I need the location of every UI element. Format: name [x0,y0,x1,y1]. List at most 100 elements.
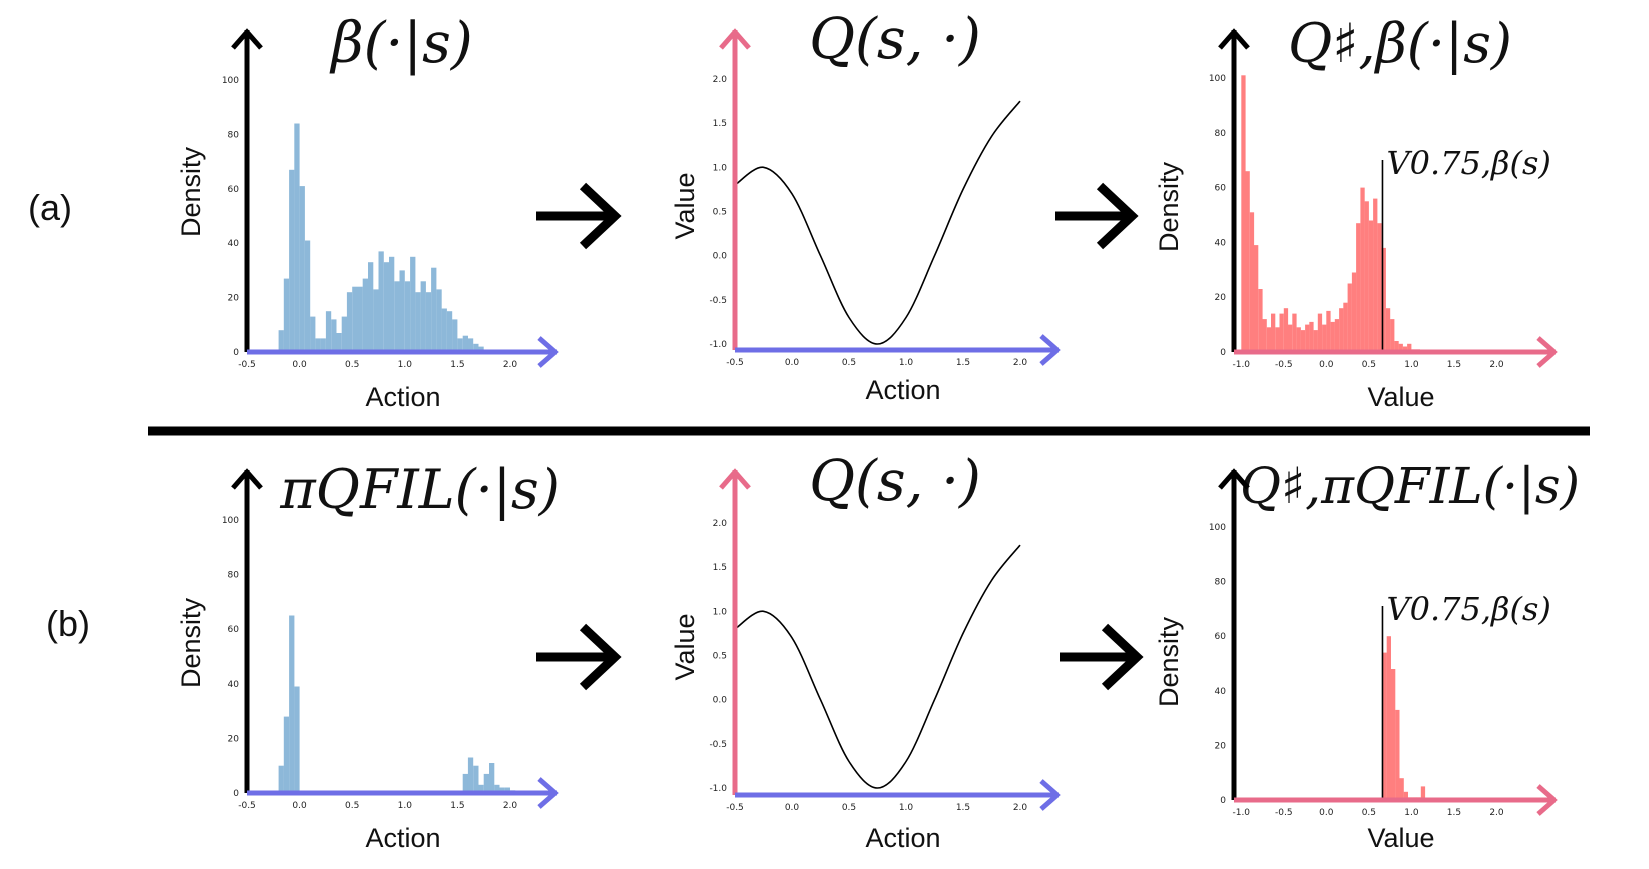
panel-a1-ylabel: Density [176,146,206,237]
x-tick-label: 0.0 [1319,808,1334,818]
hist-bar [1279,313,1284,352]
x-tick-label: 0.5 [345,360,359,370]
y-tick-label: -0.5 [709,740,727,750]
hist-bar [389,256,395,352]
hist-bar [1381,247,1386,352]
panel-a2-title: Q(s, ·) [809,7,981,72]
panel-a3-ylabel: Density [1154,161,1184,252]
y-tick-label: 0.0 [713,696,728,706]
hist-bar [1399,778,1404,800]
y-tick-label: 80 [1215,129,1227,139]
x-tick-label: 1.0 [1404,360,1419,370]
hist-bar [499,787,505,793]
hist-bar [446,311,453,352]
x-tick-label: 0.5 [1362,360,1376,370]
x-tick-label: 1.5 [956,803,970,813]
flow-arrow-a1 [536,182,622,250]
hist-bar [1334,319,1340,352]
row-label-b: (b) [46,603,90,644]
y-tick-label: 100 [1209,74,1226,84]
y-tick-label: 1.5 [713,563,727,573]
x-tick-label: 1.0 [899,358,914,368]
hist-bar [1386,636,1391,800]
x-tick-label: 0.0 [785,803,800,813]
panel-a3-title: Q♯,β(·|s) [1288,12,1512,75]
hist-bar [1395,709,1400,800]
hist-bar [278,765,284,793]
panel-b1-xlabel: Action [365,823,440,853]
q-value-curve [734,100,1021,345]
panel-a1-plot: -0.5 0.0 0.5 1.0 1.5 2.0 0 20 40 60 80 100 [222,28,559,370]
hist-bar [283,278,290,352]
x-tick-label: 0.5 [1362,808,1376,818]
x-axis-arrowhead [1039,334,1061,366]
y-tick-label: 40 [228,239,240,249]
hist-bar [336,333,342,352]
y-tick-label: 1.0 [713,163,728,173]
y-tick-label: 80 [228,571,240,581]
hist-bar [425,292,432,352]
hist-bar [1351,272,1357,352]
panel-a2-ylabel: Value [670,172,700,239]
x-tick-label: 2.0 [1013,358,1028,368]
x-tick-label: 1.5 [1447,360,1461,370]
y-tick-label: 100 [222,516,239,526]
hist-bar [1391,669,1396,800]
flow-arrow-b1 [536,623,622,691]
hist-bar [1403,791,1408,800]
hist-bar [1254,245,1259,352]
hist-bar [1275,327,1280,352]
y-tick-label: 0.5 [713,652,727,662]
hist-bar [299,186,305,352]
hist-bar [362,278,368,352]
y-tick-label: 40 [1215,687,1227,697]
panel-a2-xlabel: Action [865,375,940,405]
hist-bar [462,773,468,793]
hist-bar [1330,321,1335,352]
hist-bar [346,292,353,352]
hist-bar [278,330,284,352]
x-tick-label: 0.0 [1319,360,1334,370]
panel-b1-plot: -0.5 0.0 0.5 1.0 1.5 2.0 0 20 40 60 80 100 [222,468,559,811]
hist-bar [420,281,426,352]
quantile-label: V0.75,β(s) [1386,144,1550,182]
y-axis-arrowhead [719,468,751,490]
x-tick-label: 1.5 [956,358,970,368]
quantile-label: V0.75,β(s) [1386,590,1550,628]
hist-bar [1313,330,1318,352]
panel-a3-plot: V0.75,β(s) -1.0 -0.5 0.0 0.5 1.0 1.5 2.0 0 20 40 60… [1209,28,1558,370]
hist-bar [394,281,400,352]
x-tick-label: -1.0 [1232,360,1250,370]
y-tick-label: 0 [1220,796,1226,806]
hist-bar [1241,75,1246,353]
y-tick-label: 80 [1215,578,1227,588]
y-tick-label: 60 [1215,184,1227,194]
hist-bar [494,784,500,793]
y-tick-label: 80 [228,130,240,140]
hist-bar [1347,283,1352,352]
hist-bar [1385,308,1391,352]
x-tick-label: 2.0 [1489,360,1504,370]
panel-b3-title: Q♯,πQFIL(·|s) [1240,457,1580,515]
hist-bar [399,270,405,352]
y-tick-label: 40 [228,680,240,690]
y-tick-label: 60 [228,185,240,195]
x-tick-label: 0.5 [842,358,856,368]
hist-bar [1373,198,1378,352]
y-tick-label: 100 [1209,523,1226,533]
hist-bar [1356,223,1361,352]
hist-bar [1377,223,1382,352]
y-tick-label: 1.0 [713,607,728,617]
hist-bar [1364,201,1369,352]
hist-bar [1394,341,1399,352]
hist-bar [467,757,474,793]
hist-bar [289,169,295,352]
hist-bar [325,311,332,352]
x-tick-label: 2.0 [1013,803,1028,813]
q-value-curve [734,544,1021,789]
hist-bar [1309,321,1314,352]
hist-bar [1258,289,1263,352]
hist-bar [441,308,447,352]
panel-b1-title: πQFIL(·|s) [279,458,560,521]
